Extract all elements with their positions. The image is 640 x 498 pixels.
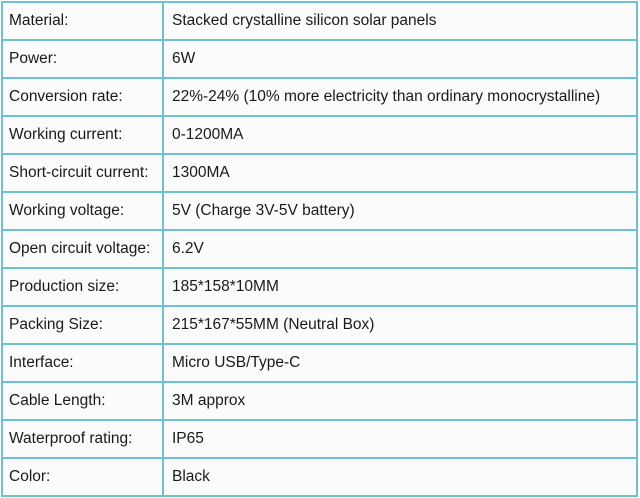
table-row: Open circuit voltage: 6.2V	[1, 229, 638, 269]
spec-label-production-size: Production size:	[1, 267, 164, 307]
spec-value-conversion-rate: 22%-24% (10% more electricity than ordin…	[162, 77, 638, 117]
table-row: Power: 6W	[1, 39, 638, 79]
spec-value-cable-length: 3M approx	[162, 381, 638, 421]
spec-label-interface: Interface:	[1, 343, 164, 383]
spec-label-packing-size: Packing Size:	[1, 305, 164, 345]
table-row: Interface: Micro USB/Type-C	[1, 343, 638, 383]
spec-value-color: Black	[162, 457, 638, 497]
table-row: Waterproof rating: IP65	[1, 419, 638, 459]
spec-value-working-voltage: 5V (Charge 3V-5V battery)	[162, 191, 638, 231]
spec-value-material: Stacked crystalline silicon solar panels	[162, 1, 638, 41]
spec-value-production-size: 185*158*10MM	[162, 267, 638, 307]
spec-value-working-current: 0-1200MA	[162, 115, 638, 155]
spec-value-power: 6W	[162, 39, 638, 79]
spec-label-conversion-rate: Conversion rate:	[1, 77, 164, 117]
table-row: Cable Length: 3M approx	[1, 381, 638, 421]
spec-value-waterproof-rating: IP65	[162, 419, 638, 459]
spec-value-interface: Micro USB/Type-C	[162, 343, 638, 383]
spec-label-waterproof-rating: Waterproof rating:	[1, 419, 164, 459]
table-row: Working voltage: 5V (Charge 3V-5V batter…	[1, 191, 638, 231]
table-row: Conversion rate: 22%-24% (10% more elect…	[1, 77, 638, 117]
table-row: Material: Stacked crystalline silicon so…	[1, 1, 638, 41]
spec-label-power: Power:	[1, 39, 164, 79]
table-row: Packing Size: 215*167*55MM (Neutral Box)	[1, 305, 638, 345]
spec-label-cable-length: Cable Length:	[1, 381, 164, 421]
table-row: Color: Black	[1, 457, 638, 497]
spec-label-color: Color:	[1, 457, 164, 497]
spec-label-working-voltage: Working voltage:	[1, 191, 164, 231]
spec-label-open-circuit-voltage: Open circuit voltage:	[1, 229, 164, 269]
table-row: Short-circuit current: 1300MA	[1, 153, 638, 193]
spec-value-packing-size: 215*167*55MM (Neutral Box)	[162, 305, 638, 345]
spec-label-short-circuit-current: Short-circuit current:	[1, 153, 164, 193]
spec-value-short-circuit-current: 1300MA	[162, 153, 638, 193]
table-row: Production size: 185*158*10MM	[1, 267, 638, 307]
spec-value-open-circuit-voltage: 6.2V	[162, 229, 638, 269]
spec-label-working-current: Working current:	[1, 115, 164, 155]
table-row: Working current: 0-1200MA	[1, 115, 638, 155]
spec-label-material: Material:	[1, 1, 164, 41]
